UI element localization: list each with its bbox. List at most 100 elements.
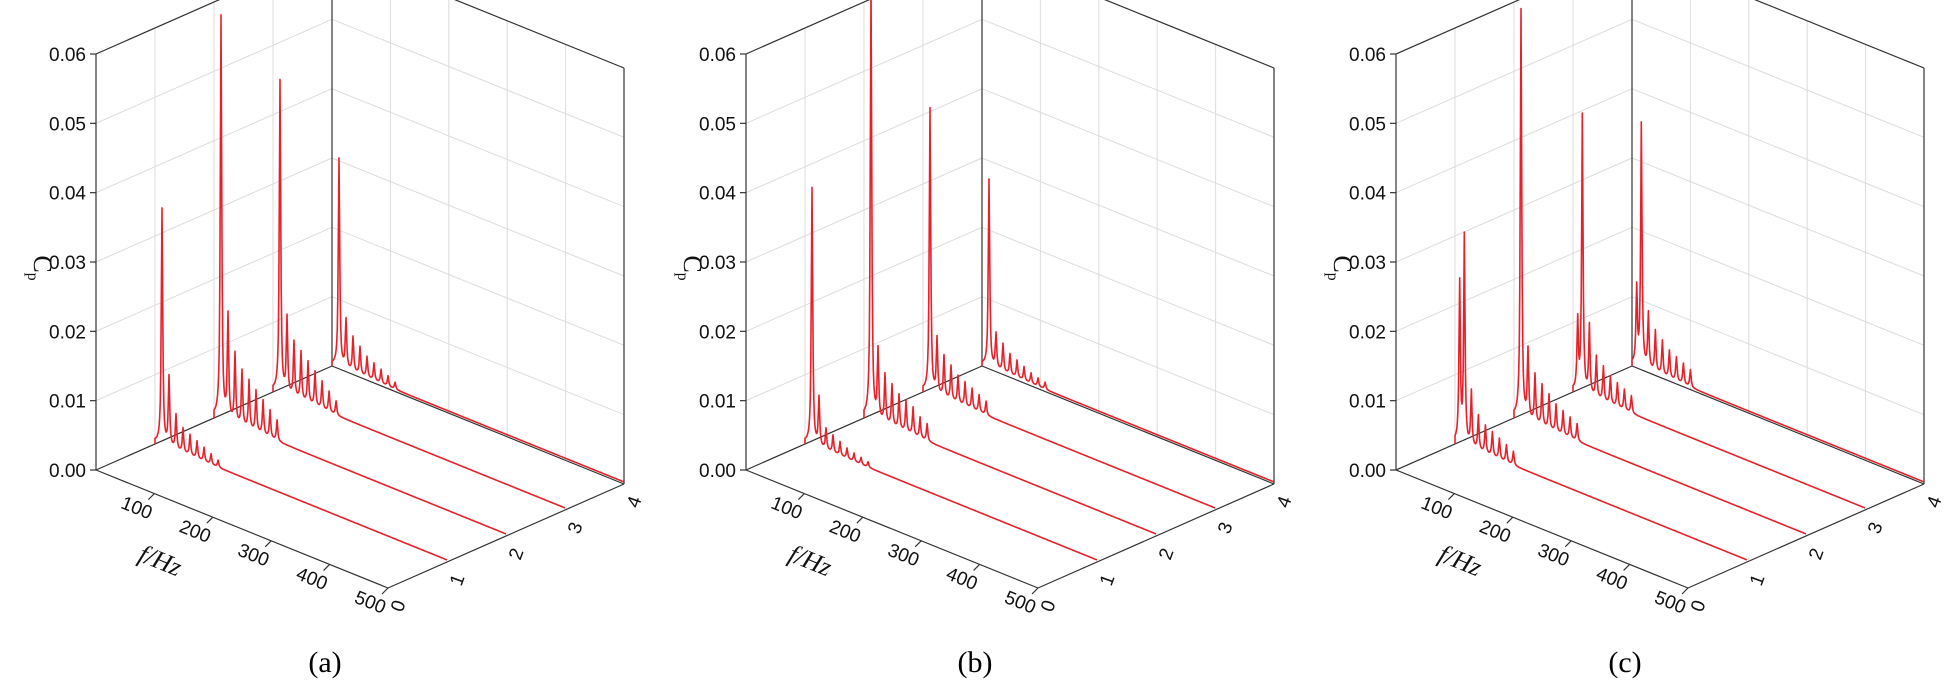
spectrum-series-3 (922, 106, 1216, 509)
z-tick-label: 0.02 (699, 322, 736, 343)
z-axis-label-main: C (678, 255, 707, 272)
spectrum-series-2 (863, 0, 1157, 535)
spectrum-series-3 (1572, 112, 1866, 509)
z-axis-label-main: C (1328, 255, 1357, 272)
back-wall-gridline (95, 18, 333, 124)
y-axis-line (387, 483, 625, 589)
spectrum-series-1 (154, 207, 448, 561)
right-wall-gridline (1631, 18, 1925, 138)
x-tick-label: 400 (293, 564, 330, 595)
z-axis-label-sub: p (674, 273, 691, 281)
x-axis-label: f/Hz (1435, 539, 1486, 582)
waterfall-chart-c: 0.00 0.01 0.02 0.03 0.04 0.05 0.06 Cp 100 200 300 4… (1324, 0, 1947, 679)
right-wall-gridline (1631, 88, 1925, 208)
right-wall-gridline (1104, 0, 1275, 69)
right-floor-edge (331, 365, 625, 485)
x-axis-label: f/Hz (785, 539, 836, 582)
y-tick-label: 1 (1096, 572, 1119, 589)
x-tick-mark (1447, 493, 1455, 501)
back-wall-gridline (1395, 226, 1633, 332)
x-tick-mark (1564, 540, 1572, 548)
z-axis-label-sub: p (1324, 273, 1341, 281)
z-tick-label: 0.05 (699, 114, 736, 135)
back-wall-gridline (745, 18, 983, 124)
x-axis-line (95, 469, 389, 589)
x-tick-mark (973, 563, 981, 571)
y-tick-label: 1 (1746, 572, 1769, 589)
right-wall-gridline (981, 157, 1275, 277)
z-tick-label: 0.00 (49, 461, 86, 482)
y-axis-line (1687, 483, 1925, 589)
y-tick-label: 4 (1923, 493, 1946, 511)
z-tick-label: 0.01 (1349, 392, 1386, 413)
x-tick-label: 300 (885, 540, 922, 571)
panel-c: 0.00 0.01 0.02 0.03 0.04 0.05 0.06 Cp 100 200 300 4… (1300, 0, 1950, 691)
z-tick-label: 0.06 (1349, 45, 1386, 66)
panel-caption: (b) (958, 646, 993, 679)
z-tick-label: 0.02 (1349, 322, 1386, 343)
spectrum-series-4 (331, 157, 625, 483)
x-tick-label: 400 (1593, 564, 1630, 595)
x-tick-mark (147, 493, 155, 501)
z-tick-label: 0.04 (699, 184, 736, 205)
right-wall-gridline (331, 18, 625, 138)
top-back-edge (95, 0, 221, 55)
y-tick-label: 4 (1273, 493, 1296, 511)
back-wall-gridline (745, 226, 983, 332)
right-floor-edge (1631, 365, 1925, 485)
back-wall-gridline (95, 157, 333, 263)
right-wall-gridline (1631, 157, 1925, 277)
spectrum-series-4 (1631, 121, 1925, 483)
top-back-edge (745, 0, 871, 55)
y-tick-label: 2 (1155, 546, 1178, 563)
panel-b: 0.00 0.01 0.02 0.03 0.04 0.05 0.06 Cp 100 200 300 4… (650, 0, 1300, 691)
x-tick-mark (797, 493, 805, 501)
right-wall-gridline (981, 88, 1275, 208)
right-wall-gridline (981, 296, 1275, 416)
spectrum-series-3 (272, 78, 566, 509)
x-tick-label: 500 (1651, 587, 1688, 618)
panel-caption: (a) (308, 646, 341, 679)
z-axis-label: Cp (1324, 255, 1357, 280)
z-axis-label-main: C (28, 255, 57, 272)
z-tick-label: 0.00 (699, 461, 736, 482)
z-tick-label: 0.04 (1349, 184, 1386, 205)
y-axis-line (1037, 483, 1275, 589)
x-tick-mark (264, 540, 272, 548)
right-floor-edge (981, 365, 1275, 485)
panel-a: 0.00 0.01 0.02 0.03 0.04 0.05 0.06 Cp 100 200 300 4… (0, 0, 650, 691)
top-right-edge (454, 0, 625, 69)
right-wall-gridline (1754, 0, 1925, 69)
y-tick-label: 3 (1864, 520, 1887, 537)
waterfall-chart-b: 0.00 0.01 0.02 0.03 0.04 0.05 0.06 Cp 100 200 300 4… (674, 0, 1297, 679)
y-tick-label: 0 (387, 598, 410, 615)
back-wall-gridline (1395, 157, 1633, 263)
x-tick-label: 300 (235, 540, 272, 571)
z-tick-label: 0.02 (49, 322, 86, 343)
spectrum-series-1 (804, 186, 1098, 561)
x-tick-mark (914, 540, 922, 548)
right-wall-gridline (454, 0, 625, 69)
right-wall-gridline (331, 88, 625, 208)
x-tick-mark (1031, 587, 1039, 595)
x-tick-mark (206, 516, 214, 524)
back-wall-gridline (745, 157, 983, 263)
z-tick-label: 0.04 (49, 184, 86, 205)
right-wall-gridline (331, 296, 625, 416)
back-wall-gridline (745, 296, 983, 402)
waterfall-chart-a: 0.00 0.01 0.02 0.03 0.04 0.05 0.06 Cp 100 200 300 4… (24, 0, 647, 679)
back-wall-gridline (95, 88, 333, 194)
z-tick-label: 0.00 (1349, 461, 1386, 482)
z-tick-label: 0.06 (49, 45, 86, 66)
gridlines (95, 0, 625, 461)
x-tick-label: 200 (176, 516, 213, 547)
x-tick-label: 400 (943, 564, 980, 595)
z-tick-label: 0.03 (1349, 253, 1386, 274)
z-tick-label: 0.06 (699, 45, 736, 66)
x-tick-label: 200 (826, 516, 863, 547)
panel-caption: (c) (1608, 646, 1641, 679)
z-tick-label: 0.05 (1349, 114, 1386, 135)
x-tick-label: 100 (768, 493, 805, 524)
right-wall-gridline (1631, 226, 1925, 346)
back-wall-gridline (95, 296, 333, 402)
